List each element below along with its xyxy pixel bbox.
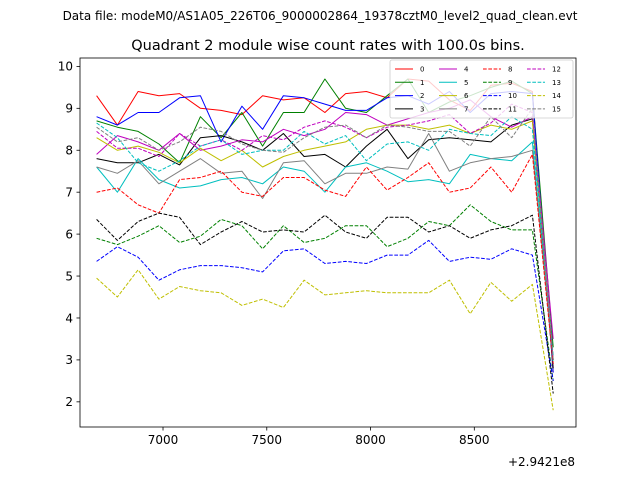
x-offset-label: +2.9421e8 xyxy=(508,455,575,469)
series-line-14 xyxy=(96,269,554,411)
legend-label-4: 4 xyxy=(464,66,469,74)
x-tick-label-8500: 8500 xyxy=(459,433,490,447)
series-line-5 xyxy=(96,141,554,365)
chart-title: Quadrant 2 module wise count rates with … xyxy=(131,38,525,54)
y-tick-label-3: 3 xyxy=(65,353,73,367)
legend-label-2: 2 xyxy=(420,92,424,100)
series-line-11 xyxy=(96,212,554,394)
legend-label-7: 7 xyxy=(464,105,468,113)
series-line-9 xyxy=(96,204,554,381)
y-tick-label-8: 8 xyxy=(65,144,73,158)
legend-label-14: 14 xyxy=(552,92,561,100)
legend-label-9: 9 xyxy=(508,79,512,87)
series-line-3 xyxy=(96,118,554,369)
x-tick-label-7500: 7500 xyxy=(252,433,283,447)
series-line-12 xyxy=(96,103,554,360)
legend-label-13: 13 xyxy=(552,79,561,87)
legend-box xyxy=(389,59,574,119)
legend-label-11: 11 xyxy=(508,105,517,113)
legend-label-10: 10 xyxy=(508,92,517,100)
y-tick-label-6: 6 xyxy=(65,227,73,241)
legend-label-3: 3 xyxy=(420,105,424,113)
y-tick-label-4: 4 xyxy=(65,311,73,325)
y-tick-label-9: 9 xyxy=(65,102,73,116)
x-tick-label-7000: 7000 xyxy=(148,433,179,447)
legend-label-12: 12 xyxy=(552,66,561,74)
legend-label-1: 1 xyxy=(420,79,424,87)
legend-label-15: 15 xyxy=(552,105,561,113)
axes-frame xyxy=(79,57,577,428)
figure-suptitle: Data file: modeM0/AS1A05_226T06_90000028… xyxy=(63,9,578,23)
series-line-7 xyxy=(96,133,554,360)
y-tick-label-5: 5 xyxy=(65,269,73,283)
legend-label-8: 8 xyxy=(508,66,512,74)
series-line-13 xyxy=(96,116,554,356)
x-tick-label-8000: 8000 xyxy=(355,433,386,447)
legend-label-6: 6 xyxy=(464,92,469,100)
series-line-10 xyxy=(96,239,554,381)
series-line-6 xyxy=(96,120,554,360)
y-tick-label-10: 10 xyxy=(58,60,73,74)
series-line-8 xyxy=(96,153,554,365)
legend-label-0: 0 xyxy=(420,66,424,74)
y-tick-label-7: 7 xyxy=(65,185,73,199)
series-line-15 xyxy=(96,107,554,360)
y-tick-label-2: 2 xyxy=(65,395,73,409)
legend-label-5: 5 xyxy=(464,79,468,87)
